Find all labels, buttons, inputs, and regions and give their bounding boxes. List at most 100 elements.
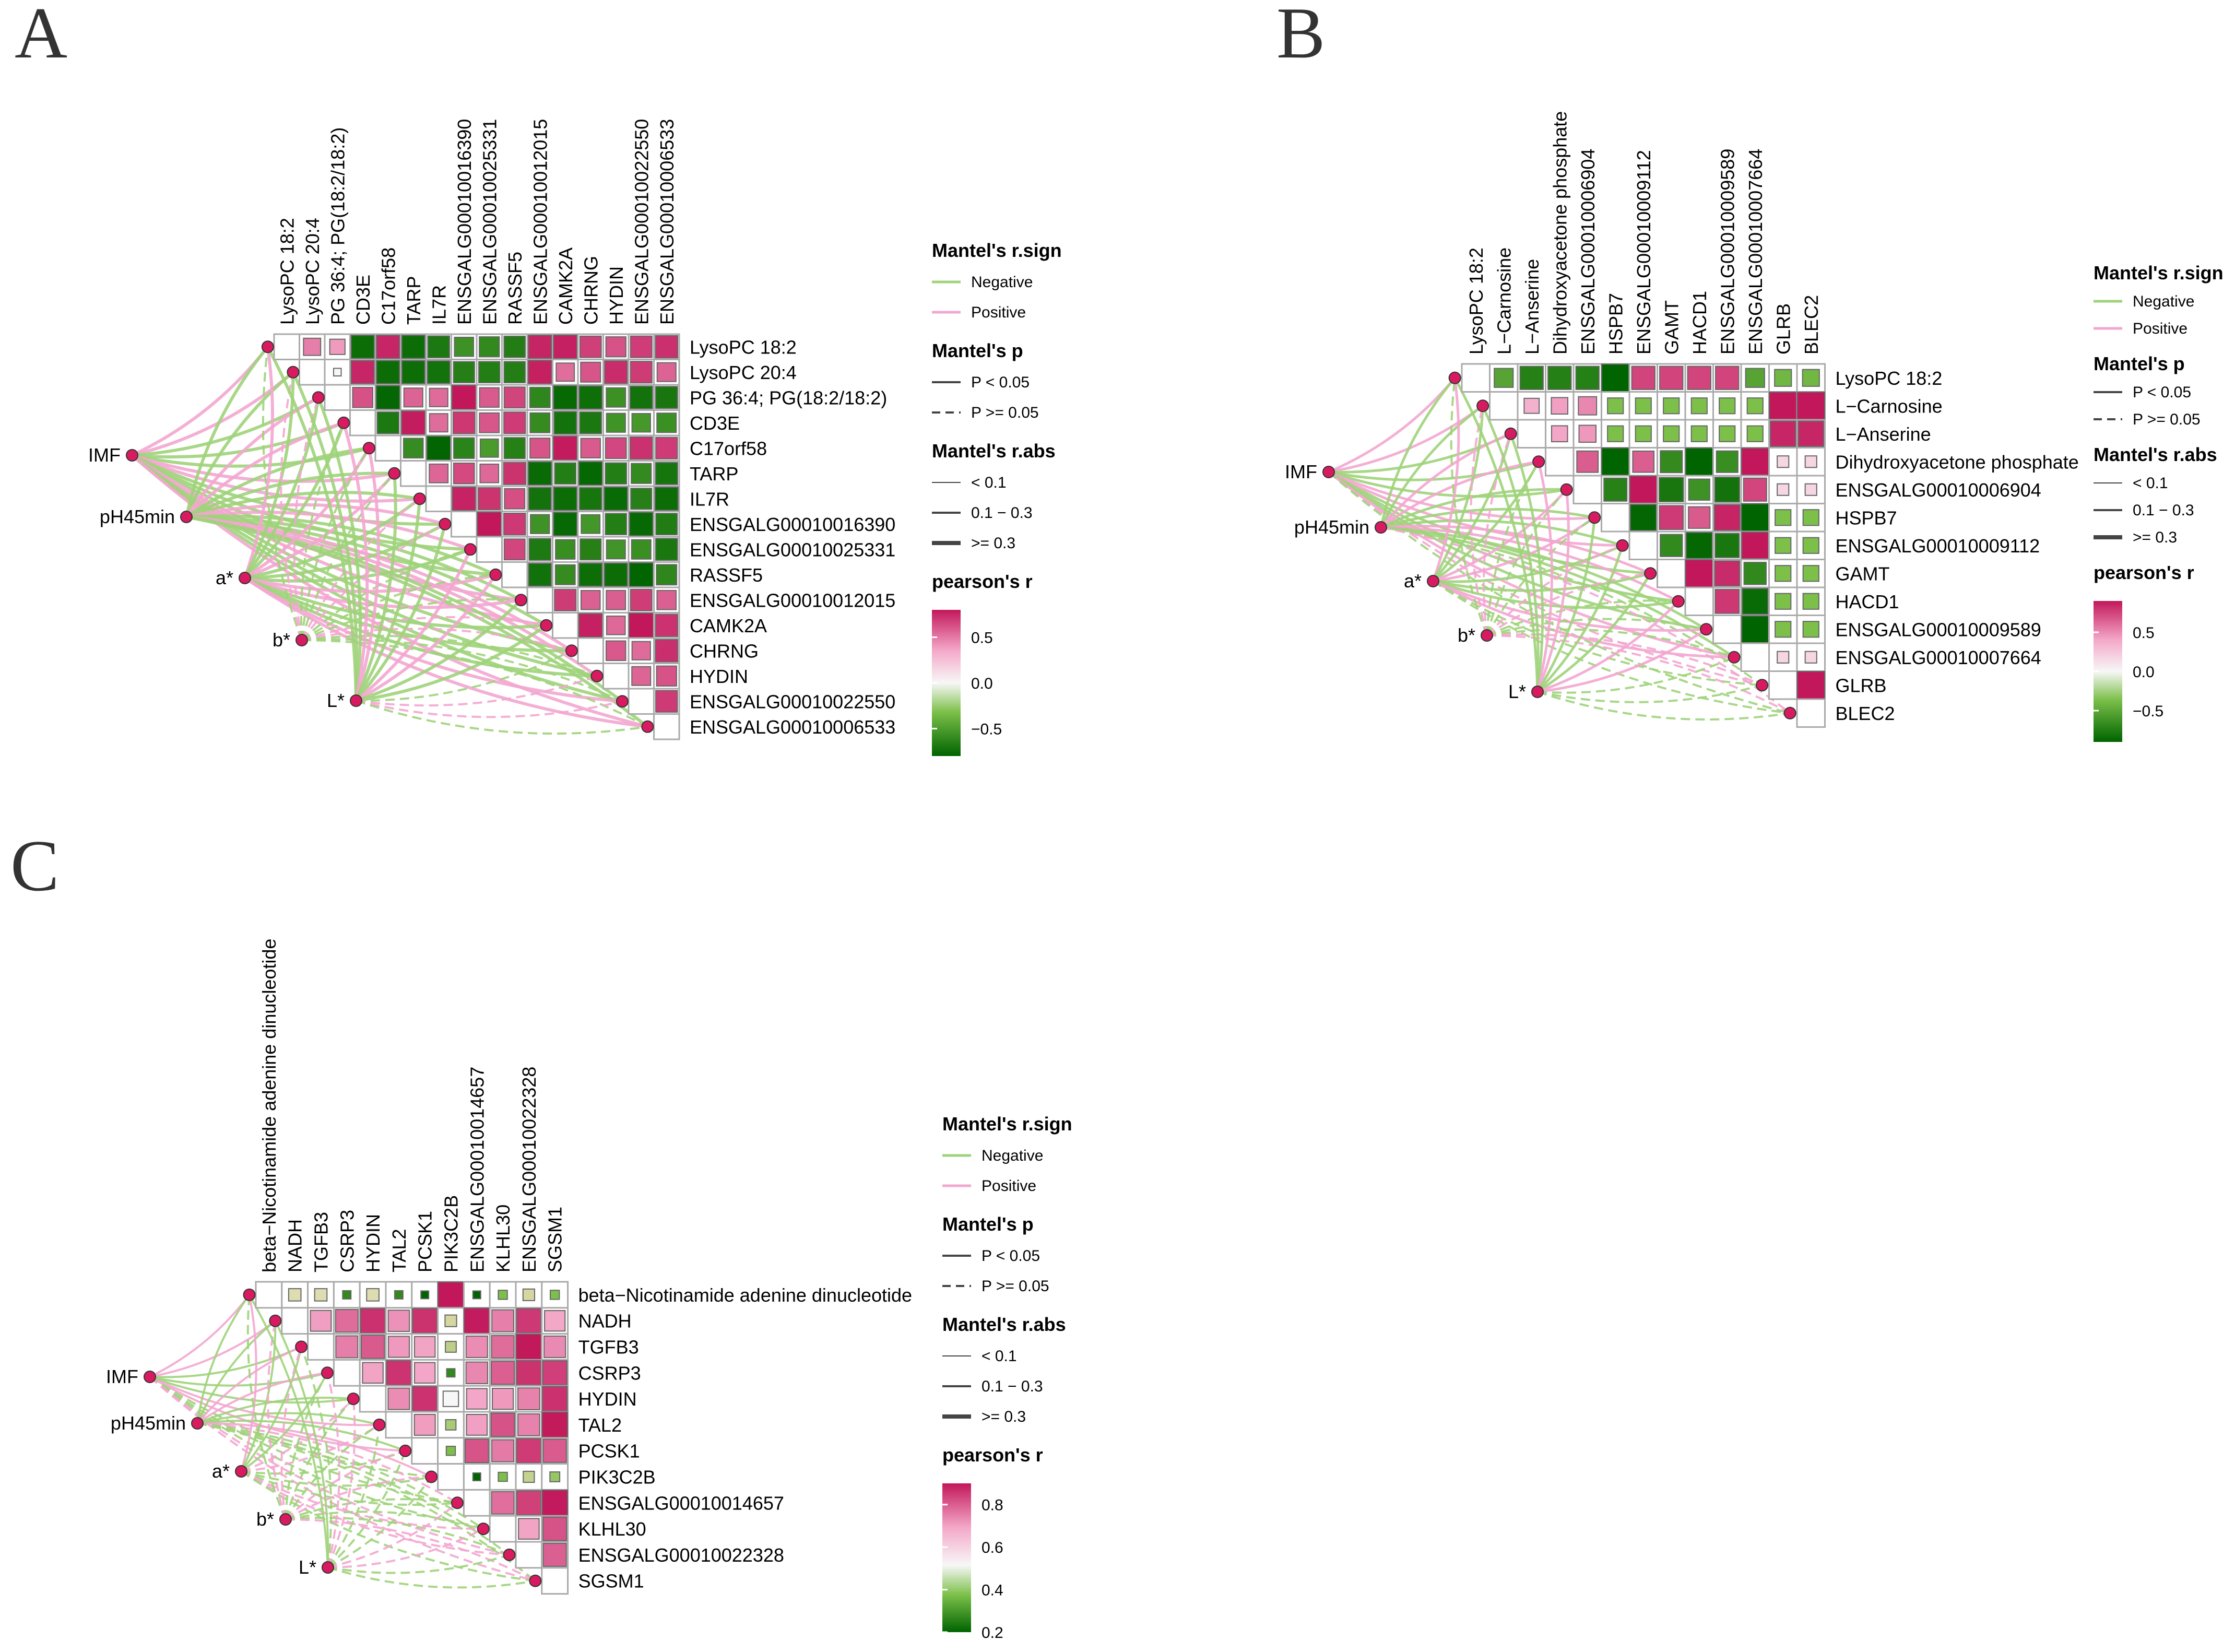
legend-p-title: Mantel's p <box>932 340 1023 361</box>
panel-label: C <box>10 825 59 906</box>
col-label-lysopc-20-4: LysoPC 20:4 <box>302 218 323 325</box>
mantel-edge-ph45min-ensgalg00010022550 <box>186 515 623 703</box>
mantel-edge-l-il7r <box>354 499 421 702</box>
cell-frame-5-5 <box>400 460 427 487</box>
legend-p-title: Mantel's p <box>942 1213 1034 1235</box>
cell-2-9 <box>1719 425 1736 442</box>
row-label-gamt: GAMT <box>1836 563 1890 584</box>
cell-7-10 <box>523 1470 535 1483</box>
cell-8-11 <box>1775 593 1792 610</box>
legend-sign-negative: Negative <box>971 274 1033 291</box>
cell-3-6 <box>414 1362 436 1384</box>
cell-0-4 <box>366 1288 380 1302</box>
legend-color-tick-0: 0.8 <box>981 1497 1003 1514</box>
cell-0-6 <box>420 1290 430 1300</box>
mantel-edge-ph45min-tarp <box>185 471 395 518</box>
row-label-ensgalg00010014657: ENSGALG00010014657 <box>578 1492 784 1514</box>
cell-10-12 <box>580 589 601 610</box>
env-node-ph45min <box>180 511 193 523</box>
cell-13-15 <box>656 665 677 687</box>
row-label-beta-nicotinamide-adenine-dinucleotide: beta−Nicotinamide adenine dinucleotide <box>578 1284 912 1306</box>
cell-9-14 <box>629 562 654 587</box>
mantel-edge-imf-ensgalg00010007664 <box>1328 471 1735 659</box>
mantel-edge-ph45min-chrng <box>186 515 573 652</box>
cell-4-11 <box>1777 483 1790 496</box>
legend-color-tick-0: 0.5 <box>2133 624 2155 642</box>
col-label-chrng: CHRNG <box>580 256 601 325</box>
cell-4-7 <box>1659 477 1684 502</box>
legend-p-item-1: P >= 0.05 <box>981 1278 1049 1295</box>
cell-1-8 <box>1690 397 1708 415</box>
cell-8-15 <box>655 538 678 561</box>
env-node-ph45min <box>191 1417 204 1430</box>
cell-6-8 <box>464 1438 489 1464</box>
mantel-edge-l-lysopc-18-2 <box>1453 377 1539 692</box>
cell-frame-6-6 <box>1628 530 1658 560</box>
cell-9-11 <box>554 564 576 585</box>
mantel-edge-a-l-anserine <box>1432 433 1512 582</box>
col-label-pik3c2b: PIK3C2B <box>441 1195 462 1272</box>
legend-color-tick-1: 0.0 <box>971 675 993 692</box>
env-label-l: L* <box>1508 681 1526 702</box>
col-label-ensgalg00010006533: ENSGALG00010006533 <box>656 119 678 325</box>
cell-1-13 <box>604 360 628 384</box>
cell-3-5 <box>1601 447 1630 476</box>
cell-frame-1-9 <box>1712 391 1742 421</box>
legend-abs-item-2: >= 0.3 <box>981 1408 1026 1425</box>
cell-6-8 <box>1685 532 1713 559</box>
cell-1-3 <box>335 1309 359 1333</box>
cell-1-4 <box>360 1308 386 1334</box>
cell-0-3 <box>1547 365 1572 390</box>
mantel-edge-l-klhl30 <box>327 1528 484 1568</box>
node-ensgalg00010022328 <box>503 1548 516 1561</box>
mantel-edge-a-il7r <box>244 497 421 580</box>
legend-color-title: pearson's r <box>932 571 1033 592</box>
node-hacd1 <box>1672 595 1685 608</box>
cell-0-1 <box>1494 368 1514 388</box>
node-camk2a <box>540 619 553 632</box>
cell-frame-9-9 <box>489 1515 517 1543</box>
cell-frame-4-4 <box>1572 475 1602 504</box>
cell-5-6 <box>429 463 449 483</box>
cell-1-4 <box>376 360 400 384</box>
cell-3-4 <box>1576 450 1599 473</box>
row-label-blec2: BLEC2 <box>1836 703 1895 724</box>
cell-frame-4-4 <box>359 1385 387 1413</box>
cell-0-9 <box>498 1290 508 1300</box>
mantel-edge-imf-ensgalg00010022328 <box>149 1376 510 1556</box>
cell-frame-6-6 <box>411 1437 439 1465</box>
mantel-edge-imf-il7r <box>131 454 420 503</box>
cell-1-14 <box>630 361 653 384</box>
cell-3-6 <box>1632 450 1655 473</box>
cell-0-5 <box>394 1290 404 1300</box>
cell-frame-0-0 <box>1461 363 1491 393</box>
col-label-hspb7: HSPB7 <box>1605 293 1626 355</box>
row-label-ensgalg00010009589: ENSGALG00010009589 <box>1836 619 2041 640</box>
cell-8-9 <box>503 538 526 561</box>
row-label-hacd1: HACD1 <box>1836 591 1899 612</box>
mantel-edge-a-ensgalg00010006904 <box>1433 489 1568 583</box>
mantel-edge-l-chrng <box>356 650 572 702</box>
cell-8-12 <box>580 538 602 561</box>
node-chrng <box>565 644 578 657</box>
mantel-edge-l-ensgalg00010025331 <box>355 549 472 702</box>
mantel-edge-a-rassf5 <box>244 573 496 593</box>
cell-3-11 <box>553 411 577 435</box>
legend-color-tick-2: −0.5 <box>2133 703 2163 720</box>
mantel-edge-ph45min-ensgalg00010016390 <box>186 503 446 526</box>
mantel-edge-ph45min-lysopc-20-4 <box>185 371 294 518</box>
mantel-edge-b-lysopc-18-2 <box>262 347 303 641</box>
cell-frame-2-2 <box>307 1333 335 1361</box>
mantel-edge-b-ensgalg00010022328 <box>285 1517 510 1556</box>
cell-8-11 <box>541 1489 569 1516</box>
cell-11-15 <box>655 613 678 637</box>
cell-3-11 <box>542 1360 567 1386</box>
mantel-edge-l-hacd1 <box>1537 600 1680 693</box>
mantel-edge-a-hydin <box>241 1398 354 1472</box>
env-label-l: L* <box>299 1556 316 1578</box>
cell-1-10 <box>516 1308 542 1334</box>
cell-0-7 <box>454 336 475 357</box>
cell-2-8 <box>479 387 500 408</box>
row-label-l-carnosine: L−Carnosine <box>1836 395 1943 417</box>
mantel-edge-b-l-carnosine <box>1470 405 1488 636</box>
